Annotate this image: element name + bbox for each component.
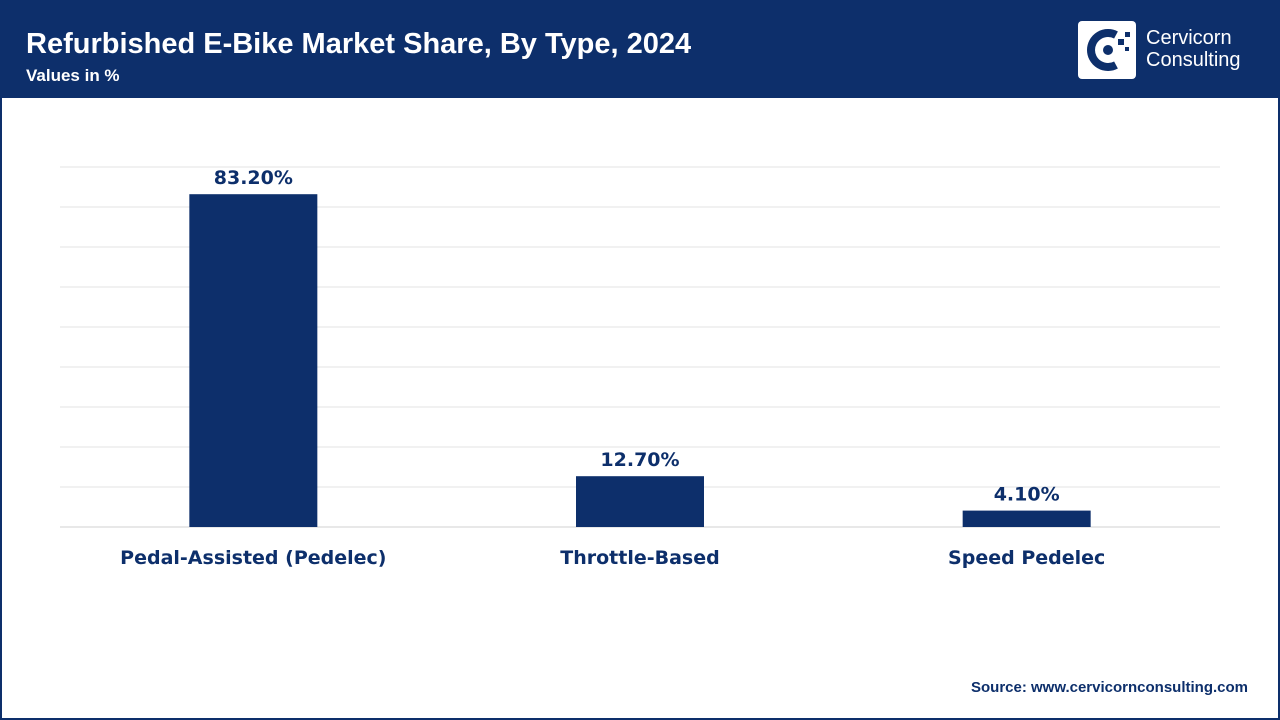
logo-wordmark: Cervicorn Consulting [1146, 27, 1241, 71]
data-labels: 83.20% 12.70% 4.10% [214, 167, 1060, 505]
chart-subtitle: Values in % [26, 66, 120, 85]
x-tick-label-2: Throttle-Based [560, 547, 719, 569]
header-banner: Refurbished E-Bike Market Share, By Type… [2, 2, 1278, 98]
data-label-1: 83.20% [214, 167, 293, 189]
company-logo: Cervicorn Consulting [1078, 21, 1258, 81]
x-axis-labels: Pedal-Assisted (Pedelec) Throttle-Based Sp… [120, 547, 1105, 569]
chart-title: Refurbished E-Bike Market Share, By Type… [26, 28, 692, 60]
data-label-2: 12.70% [600, 449, 679, 471]
bars [189, 194, 1091, 527]
cervicorn-logo-icon [1078, 21, 1136, 79]
bar-2 [576, 476, 704, 527]
logo-line-2: Consulting [1146, 49, 1241, 71]
data-label-3: 4.10% [994, 484, 1060, 506]
source-note: Source: www.cervicornconsulting.com [970, 679, 1248, 696]
x-tick-label-3: Speed Pedelec [948, 547, 1105, 569]
logo-line-1: Cervicorn [1146, 27, 1232, 49]
x-tick-label-1: Pedal-Assisted (Pedelec) [120, 547, 386, 569]
bar-3 [962, 510, 1091, 527]
bar-1 [189, 194, 318, 527]
